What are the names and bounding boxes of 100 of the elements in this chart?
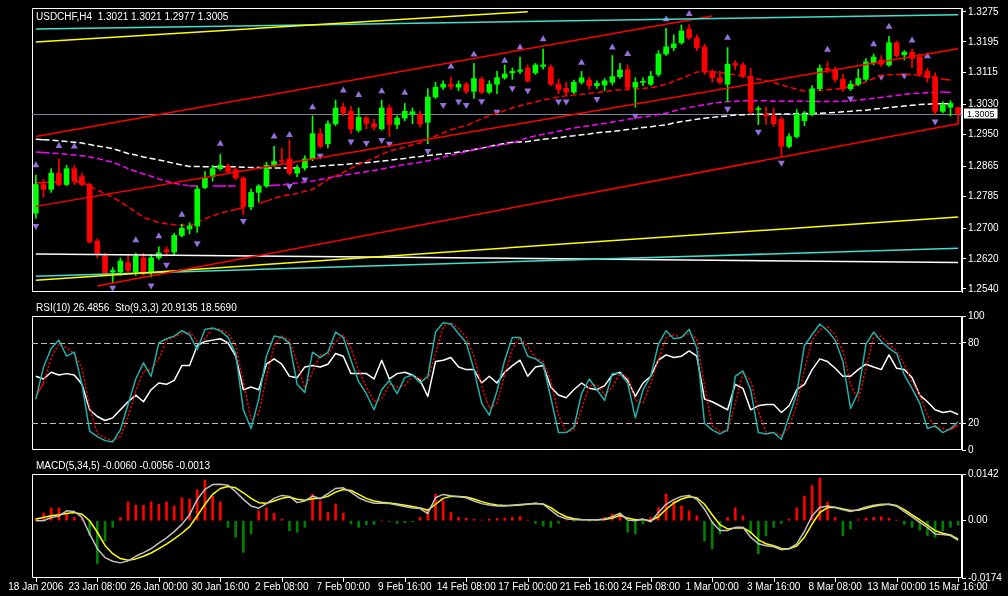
x-tick-label: 21 Feb 16:00 [559, 580, 620, 592]
y-tick-label: 1.3195 [968, 35, 1000, 47]
bar [879, 516, 883, 521]
point [439, 102, 447, 109]
bar [318, 500, 322, 521]
bar [265, 507, 268, 521]
y-tick-label: 1.2540 [968, 282, 1000, 294]
x-tick-label: 7 Feb 00:00 [316, 580, 371, 592]
bar [703, 520, 706, 542]
point [539, 35, 547, 42]
bar [780, 520, 783, 524]
point [163, 262, 170, 269]
bar [680, 505, 683, 521]
bar [949, 520, 952, 528]
y-tick-label: 1.2785 [968, 190, 1000, 202]
point [32, 224, 40, 230]
point [478, 99, 486, 106]
bar [341, 512, 345, 521]
y-tick-label: 1.2620 [968, 252, 1000, 264]
bar [849, 520, 852, 530]
point [754, 129, 762, 136]
x-tick-label: 18 Jan 2006 [8, 580, 64, 592]
bar [557, 520, 560, 524]
point [109, 285, 117, 292]
chart-title: MACD(5,34,5) -0.0060 -0.0056 -0.0013 [36, 459, 211, 471]
y-tick-label: 1.2950 [968, 128, 1000, 140]
point [239, 219, 247, 226]
bar [457, 517, 460, 521]
bar [218, 501, 222, 521]
x-tick-label: 8 Mar 08:00 [808, 580, 863, 592]
point [55, 142, 63, 149]
point [631, 113, 639, 120]
bar [365, 520, 368, 526]
y-tick-label: 80 [968, 336, 980, 348]
y-tick-label: 0.00 [968, 514, 988, 526]
x-tick-label: 17 Feb 00:00 [498, 580, 558, 592]
bar [403, 520, 407, 524]
point [378, 87, 386, 94]
bar [534, 520, 537, 524]
x-tick-label: 26 Jan 00:00 [129, 580, 189, 592]
x-tick-label: 3 Mar 16:00 [747, 580, 801, 592]
bar [726, 517, 729, 521]
bar [334, 503, 337, 521]
bar [503, 517, 507, 521]
point [685, 10, 693, 17]
bar [72, 517, 76, 521]
bar [288, 520, 291, 531]
bar [772, 520, 776, 528]
y-tick-label: 1.2865 [968, 160, 1000, 172]
point [32, 161, 40, 168]
bar [626, 520, 629, 533]
x-tick-label: 14 Feb 08:00 [436, 580, 497, 592]
y-tick-label: 1.2700 [968, 222, 1000, 234]
x-tick-label: 30 Jan 16:00 [191, 580, 250, 592]
y-tick-label: 100 [968, 309, 986, 321]
bar [634, 520, 637, 535]
point [193, 241, 201, 248]
bar [119, 517, 122, 521]
bar [818, 477, 822, 521]
y-tick-label: 1.3030 [968, 97, 1000, 109]
bar [511, 517, 514, 521]
point [270, 132, 278, 139]
point [624, 50, 632, 57]
y-tick-label: 0.0142 [968, 467, 1000, 479]
point [132, 236, 140, 243]
bar [833, 517, 837, 521]
bar [172, 505, 176, 521]
point [216, 139, 224, 146]
bar [710, 520, 714, 550]
ref-line-label: 1.3005 [967, 108, 995, 119]
bar [464, 517, 468, 521]
point [355, 91, 363, 98]
point [508, 86, 516, 93]
point [424, 148, 432, 155]
y-tick-label: 1.3115 [968, 65, 999, 77]
y-tick-label: -0.0174 [968, 571, 1003, 583]
bar [211, 496, 214, 521]
chart-title: RSI(10) 26.4856 Sto(9,3,3) 20.9135 18.5690 [36, 301, 238, 313]
bar [795, 507, 799, 521]
point [724, 33, 732, 40]
point [339, 86, 347, 93]
bar [165, 501, 168, 521]
bar [549, 520, 553, 528]
chart-title: USDCHF,H4 1.3021 1.3021 1.2977 1.3005 [36, 10, 229, 22]
bar [234, 520, 238, 538]
bar [134, 504, 138, 521]
bar [111, 520, 115, 528]
y-tick-label: 20 [968, 416, 980, 428]
bar [672, 500, 676, 521]
point [462, 102, 470, 109]
point [309, 103, 316, 110]
bar [257, 510, 261, 521]
point [378, 138, 386, 145]
bar [941, 520, 945, 531]
point [578, 58, 586, 65]
point [178, 210, 186, 217]
point [155, 232, 163, 239]
bar [903, 520, 906, 525]
bar [142, 504, 145, 521]
bar [872, 517, 875, 521]
